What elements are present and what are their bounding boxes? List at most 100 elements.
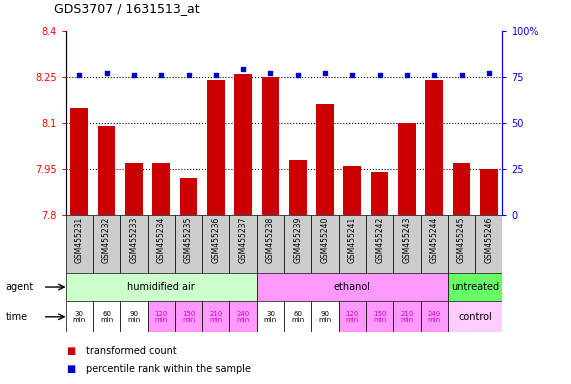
Bar	[147, 215, 175, 273]
Bar	[393, 215, 421, 273]
Bar	[398, 123, 416, 215]
Bar	[70, 108, 88, 215]
Point	[293, 72, 302, 78]
Bar	[284, 301, 311, 332]
Text: GSM455234: GSM455234	[156, 217, 166, 263]
Bar	[421, 215, 448, 273]
Point	[457, 72, 466, 78]
Bar	[230, 215, 257, 273]
Text: GSM455232: GSM455232	[102, 217, 111, 263]
Bar	[262, 77, 279, 215]
Text: control: control	[459, 312, 492, 322]
Bar	[207, 80, 225, 215]
Text: 30
min: 30 min	[264, 311, 277, 323]
Bar	[366, 301, 393, 332]
Text: GSM455237: GSM455237	[239, 217, 248, 263]
Text: 240
min: 240 min	[236, 311, 250, 323]
Bar	[311, 301, 339, 332]
Bar	[257, 301, 284, 332]
Point	[266, 70, 275, 76]
Bar	[93, 301, 120, 332]
Bar	[393, 301, 421, 332]
Text: agent: agent	[6, 282, 34, 292]
Text: GSM455233: GSM455233	[130, 217, 138, 263]
Bar	[66, 273, 257, 301]
Bar	[93, 215, 120, 273]
Bar	[66, 301, 93, 332]
Bar	[339, 301, 366, 332]
Bar	[257, 273, 448, 301]
Bar	[316, 104, 334, 215]
Bar	[366, 215, 393, 273]
Bar	[120, 301, 147, 332]
Text: GSM455240: GSM455240	[320, 217, 329, 263]
Bar	[230, 301, 257, 332]
Text: GDS3707 / 1631513_at: GDS3707 / 1631513_at	[54, 2, 200, 15]
Bar	[448, 301, 502, 332]
Bar	[453, 163, 471, 215]
Text: percentile rank within the sample: percentile rank within the sample	[86, 364, 251, 374]
Bar	[448, 215, 475, 273]
Bar	[371, 172, 388, 215]
Point	[156, 72, 166, 78]
Point	[130, 72, 139, 78]
Bar	[480, 169, 498, 215]
Bar	[475, 215, 502, 273]
Point	[75, 72, 84, 78]
Text: 90
min: 90 min	[127, 311, 140, 323]
Text: humidified air: humidified air	[127, 282, 195, 292]
Bar	[175, 301, 202, 332]
Text: ■: ■	[66, 346, 75, 356]
Text: GSM455238: GSM455238	[266, 217, 275, 263]
Text: untreated: untreated	[451, 282, 499, 292]
Bar	[202, 215, 230, 273]
Text: GSM455246: GSM455246	[484, 217, 493, 263]
Text: GSM455243: GSM455243	[403, 217, 412, 263]
Text: GSM455236: GSM455236	[211, 217, 220, 263]
Bar	[257, 215, 284, 273]
Bar	[234, 74, 252, 215]
Bar	[125, 163, 143, 215]
Text: 240
min: 240 min	[428, 311, 441, 323]
Text: GSM455231: GSM455231	[75, 217, 84, 263]
Bar	[180, 178, 198, 215]
Text: GSM455244: GSM455244	[430, 217, 439, 263]
Bar	[343, 166, 361, 215]
Point	[375, 72, 384, 78]
Text: 90
min: 90 min	[319, 311, 332, 323]
Text: time: time	[6, 312, 28, 322]
Point	[102, 70, 111, 76]
Point	[403, 72, 412, 78]
Bar	[98, 126, 115, 215]
Text: 210
min: 210 min	[400, 311, 413, 323]
Text: ethanol: ethanol	[334, 282, 371, 292]
Text: 210
min: 210 min	[209, 311, 223, 323]
Text: GSM455235: GSM455235	[184, 217, 193, 263]
Point	[484, 70, 493, 76]
Bar	[284, 215, 311, 273]
Bar	[152, 163, 170, 215]
Point	[239, 66, 248, 73]
Text: GSM455239: GSM455239	[293, 217, 302, 263]
Bar	[425, 80, 443, 215]
Bar	[66, 215, 93, 273]
Text: ■: ■	[66, 364, 75, 374]
Bar	[120, 215, 147, 273]
Bar	[147, 301, 175, 332]
Text: 150
min: 150 min	[182, 311, 195, 323]
Text: 30
min: 30 min	[73, 311, 86, 323]
Bar	[339, 215, 366, 273]
Text: GSM455242: GSM455242	[375, 217, 384, 263]
Bar	[175, 215, 202, 273]
Text: GSM455241: GSM455241	[348, 217, 357, 263]
Point	[348, 72, 357, 78]
Text: 120
min: 120 min	[155, 311, 168, 323]
Bar	[311, 215, 339, 273]
Bar	[289, 160, 307, 215]
Text: GSM455245: GSM455245	[457, 217, 466, 263]
Point	[184, 72, 193, 78]
Point	[320, 70, 329, 76]
Point	[211, 72, 220, 78]
Bar	[202, 301, 230, 332]
Bar	[421, 301, 448, 332]
